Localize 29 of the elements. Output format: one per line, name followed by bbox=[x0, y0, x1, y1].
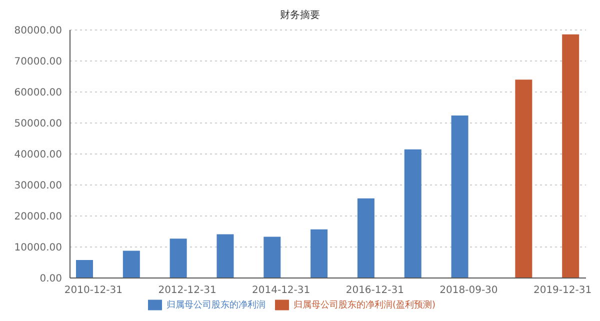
bar bbox=[357, 198, 374, 278]
chart-title: 财务摘要 bbox=[279, 8, 321, 22]
x-tick-label: 2014-12-31 bbox=[252, 285, 310, 296]
y-tick-label: 40000.00 bbox=[14, 150, 62, 161]
y-tick-label: 20000.00 bbox=[14, 212, 62, 223]
y-tick-label: 70000.00 bbox=[14, 56, 62, 68]
bar bbox=[451, 116, 468, 278]
x-tick-label: 2018-09-30 bbox=[440, 285, 498, 296]
y-tick-label: 10000.00 bbox=[14, 242, 62, 254]
bar bbox=[562, 34, 580, 278]
bar bbox=[264, 236, 281, 278]
bar bbox=[170, 238, 187, 278]
y-tick-label: 80000.00 bbox=[14, 26, 62, 37]
x-tick-label: 2010-12-31 bbox=[64, 285, 123, 296]
bar bbox=[310, 229, 328, 278]
bar bbox=[515, 80, 532, 278]
x-tick-label: 2012-12-31 bbox=[158, 285, 216, 296]
y-tick-label: 60000.00 bbox=[14, 88, 62, 99]
bar bbox=[404, 149, 422, 278]
y-tick-label: 50000.00 bbox=[14, 118, 62, 130]
legend-label: 归属母公司股东的净利润 bbox=[166, 300, 266, 310]
bar bbox=[216, 234, 234, 278]
bar bbox=[76, 260, 93, 278]
x-tick-label: 2016-12-31 bbox=[346, 285, 404, 296]
x-tick-label: 2019-12-31 bbox=[533, 285, 592, 296]
y-tick-label: 30000.00 bbox=[14, 180, 62, 192]
y-tick-label: 0.00 bbox=[40, 274, 62, 285]
bar bbox=[122, 250, 140, 278]
legend-label: 归属母公司股东的净利润(盈利预测) bbox=[293, 300, 436, 310]
